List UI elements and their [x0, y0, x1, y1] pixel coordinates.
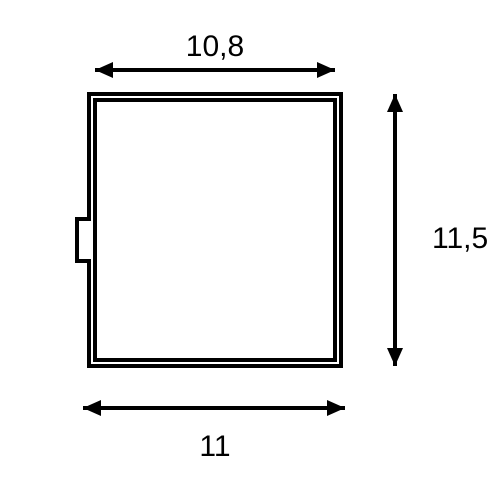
dim-arrow-bottom-head-right — [327, 400, 345, 416]
inner-frame — [95, 100, 335, 360]
dim-arrow-right-head-bottom — [387, 348, 403, 366]
dim-arrow-right-head-top — [387, 94, 403, 112]
dim-label-bottom: 11 — [199, 430, 230, 463]
dim-label-right: 11,5 — [432, 222, 488, 255]
dimension-diagram: 10,8 11 11,5 — [0, 0, 500, 500]
dim-arrow-top-head-left — [95, 62, 113, 78]
dim-arrow-top-head-right — [317, 62, 335, 78]
outer-frame — [77, 94, 341, 366]
dim-arrow-bottom-head-left — [83, 400, 101, 416]
dim-label-top: 10,8 — [186, 30, 244, 63]
